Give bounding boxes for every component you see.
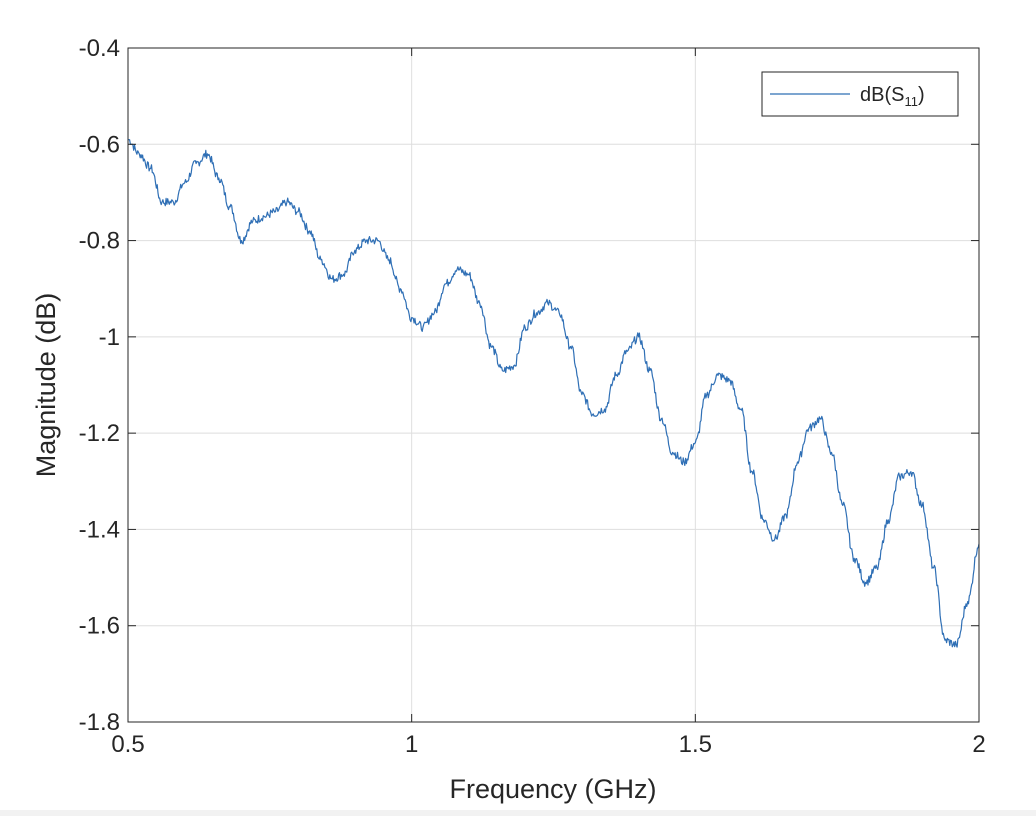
y-tick-label: -0.8 xyxy=(79,228,120,255)
y-tick-label: -0.4 xyxy=(79,35,120,62)
x-axis-label: Frequency (GHz) xyxy=(449,774,656,804)
bottom-strip xyxy=(0,810,1036,816)
x-tick-label: 1 xyxy=(405,731,418,758)
y-tick-label: -1.6 xyxy=(79,613,120,640)
y-tick-label: -1 xyxy=(99,324,120,351)
legend: dB(S11) xyxy=(762,72,958,116)
y-tick-label: -1.4 xyxy=(79,516,120,543)
legend-label-suffix: ) xyxy=(918,84,925,106)
y-tick-label: -0.6 xyxy=(79,131,120,158)
x-tick-label: 2 xyxy=(972,731,985,758)
y-axis-label: Magnitude (dB) xyxy=(31,293,61,478)
y-tick-label: -1.8 xyxy=(79,709,120,736)
axes-box xyxy=(128,48,979,722)
grid xyxy=(128,48,979,722)
legend-label-main: dB(S xyxy=(860,84,904,106)
legend-label-subscript: 11 xyxy=(904,94,918,109)
series-layer xyxy=(128,140,979,648)
y-tick-label: -1.2 xyxy=(79,420,120,447)
x-tick-label: 1.5 xyxy=(679,731,712,758)
series-line-dB-S11 xyxy=(128,140,979,648)
ticks: 0.5 1 1.5 2-1.8-1.6-1.4-1.2-1-0.8-0.6-0.4 xyxy=(79,35,986,758)
